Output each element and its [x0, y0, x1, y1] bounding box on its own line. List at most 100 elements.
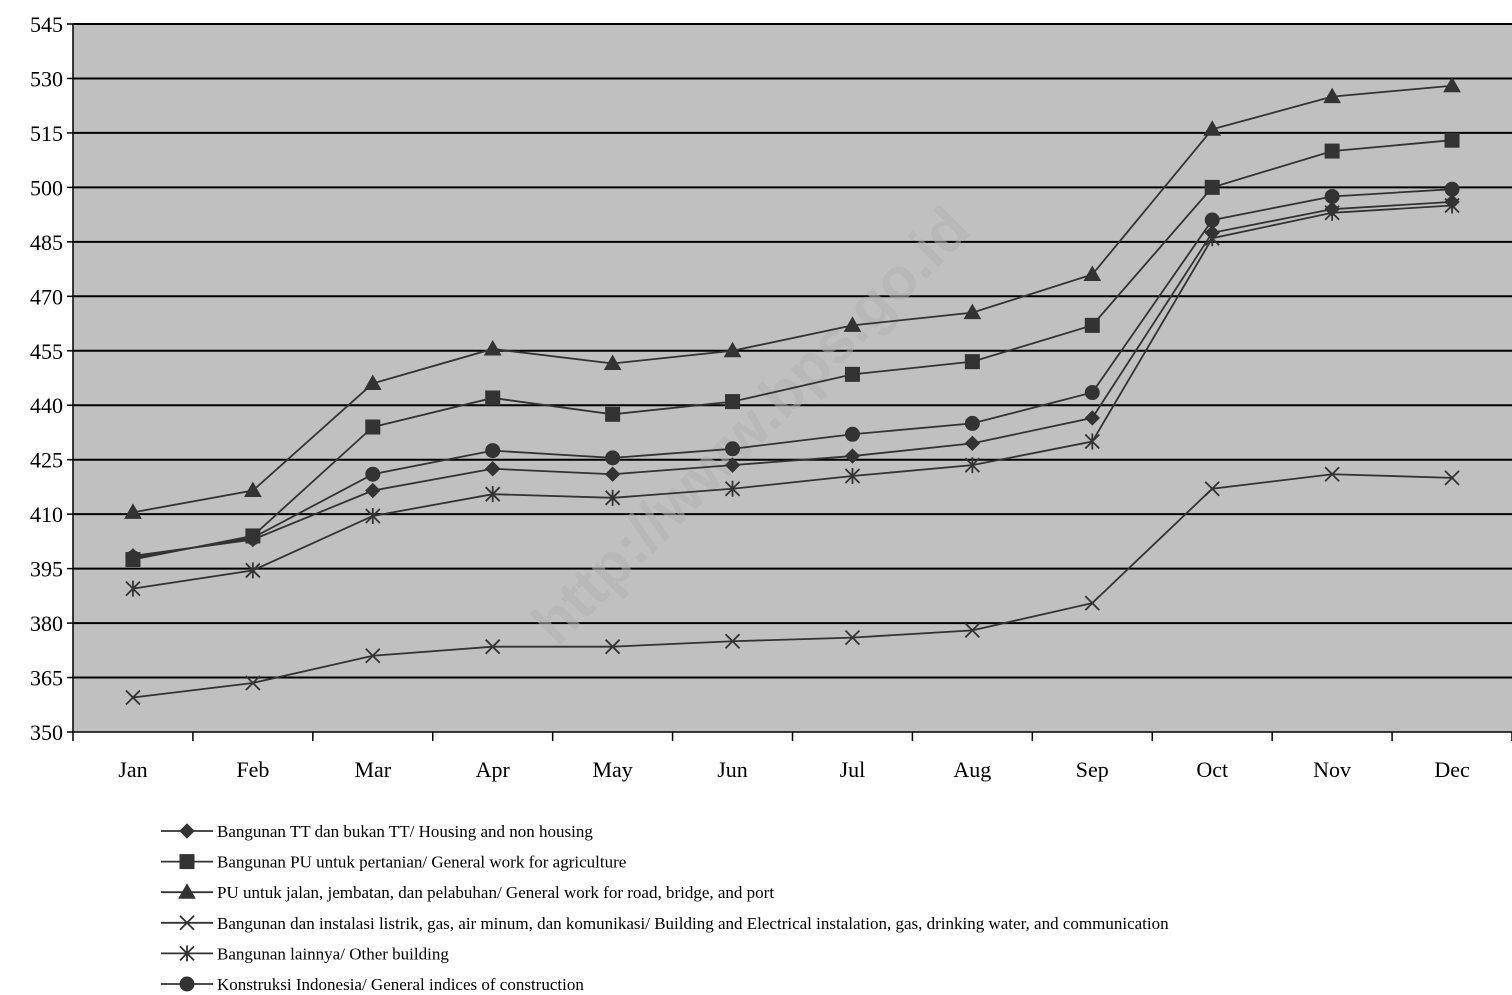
x-tick-label: Nov [1313, 757, 1351, 782]
y-tick-label: 455 [30, 339, 63, 364]
series-line [132, 201, 1453, 557]
y-tick-label: 380 [30, 611, 63, 636]
data-point [485, 443, 501, 459]
data-point [245, 562, 261, 579]
data-point [244, 481, 262, 498]
data-point [604, 466, 621, 482]
y-tick-label: 425 [30, 448, 63, 473]
data-point [1084, 433, 1100, 450]
series-line [132, 188, 1453, 559]
series-6 [125, 181, 1460, 566]
data-point [725, 441, 741, 457]
legend-label: Konstruksi Indonesia/ General indices of… [217, 975, 584, 994]
legend-label: Bangunan PU untuk pertanian/ General wor… [217, 853, 626, 872]
data-point [844, 468, 861, 485]
y-tick-label: 440 [30, 393, 63, 418]
data-point [245, 530, 261, 546]
data-point [365, 648, 381, 664]
data-point [964, 435, 981, 452]
data-point [245, 675, 261, 691]
y-tick-label: 410 [30, 502, 63, 527]
data-point [964, 415, 980, 431]
data-point [1204, 179, 1220, 195]
data-point [1324, 466, 1340, 482]
data-point [365, 466, 381, 482]
y-tick-label: 350 [30, 720, 63, 745]
data-point [485, 486, 501, 503]
data-point [363, 374, 382, 390]
data-point [1084, 385, 1100, 401]
x-tick-label: Jun [717, 757, 748, 782]
legend-item-3: PU untuk jalan, jembatan, dan pelabuhan/… [161, 883, 774, 902]
x-tick-label: May [592, 757, 632, 782]
legend-label: Bangunan dan instalasi listrik, gas, air… [217, 914, 1169, 933]
data-point [1444, 197, 1460, 214]
data-point [603, 354, 622, 370]
series-3 [124, 76, 1461, 519]
data-point [1443, 76, 1461, 93]
gridlines [73, 23, 1512, 679]
data-point [1204, 230, 1220, 247]
data-point [964, 457, 981, 474]
data-point [963, 303, 982, 320]
data-point [125, 550, 141, 566]
data-point [483, 339, 502, 356]
data-point [1324, 204, 1340, 221]
data-point [365, 507, 381, 524]
x-tick-label: Feb [236, 757, 269, 782]
data-point [1203, 120, 1222, 136]
data-point [1084, 595, 1100, 611]
legend-item-4: Bangunan dan instalasi listrik, gas, air… [161, 914, 1169, 933]
data-point [605, 406, 621, 422]
data-point [125, 580, 141, 597]
legend-marker [179, 945, 195, 962]
legend-item-6: Konstruksi Indonesia/ General indices of… [161, 975, 584, 994]
data-point [1083, 265, 1102, 282]
x-tick-label: Dec [1434, 757, 1470, 782]
x-tick-label: Sep [1076, 757, 1109, 782]
x-tick-label: Aug [953, 757, 991, 782]
data-point [485, 461, 501, 477]
x-tick-label: Jan [118, 757, 147, 782]
data-point [365, 482, 381, 499]
data-point [1444, 132, 1460, 148]
plot-area [73, 24, 1512, 732]
data-point [1324, 143, 1340, 159]
legend-marker [179, 915, 195, 931]
y-tick-label: 500 [30, 175, 63, 200]
data-point [1204, 481, 1220, 497]
y-tick-label: 395 [30, 557, 63, 582]
legend-marker [178, 883, 196, 899]
series-line [132, 139, 1453, 561]
y-tick-label: 530 [30, 66, 63, 91]
legend-marker [179, 854, 195, 870]
x-tick-label: Oct [1196, 757, 1228, 782]
x-tick-label: Apr [476, 757, 511, 782]
data-point [1084, 410, 1100, 426]
data-point [964, 622, 981, 638]
y-tick-label: 470 [30, 284, 63, 309]
series-line [132, 204, 1453, 590]
data-point [843, 316, 862, 332]
data-point [844, 629, 861, 646]
y-tick-label: 515 [30, 121, 63, 146]
data-point [724, 480, 741, 497]
series-layer [124, 76, 1461, 706]
legend-marker [179, 976, 195, 992]
legend-item-5: Bangunan lainnya/ Other building [161, 944, 449, 963]
data-point [723, 341, 742, 358]
y-tick-label: 365 [30, 666, 63, 691]
data-point [964, 354, 980, 370]
legend-label: Bangunan TT dan bukan TT/ Housing and no… [217, 822, 593, 841]
data-point [844, 366, 860, 382]
data-point [485, 390, 501, 406]
series-1 [125, 194, 1460, 564]
x-tick-label: Jul [840, 757, 866, 782]
data-point [724, 633, 741, 649]
legend-item-2: Bangunan PU untuk pertanian/ General wor… [161, 853, 626, 872]
data-point [1444, 470, 1460, 486]
data-point [1323, 87, 1341, 104]
data-point [1204, 212, 1220, 228]
legend: Bangunan TT dan bukan TT/ Housing and no… [161, 822, 1169, 994]
